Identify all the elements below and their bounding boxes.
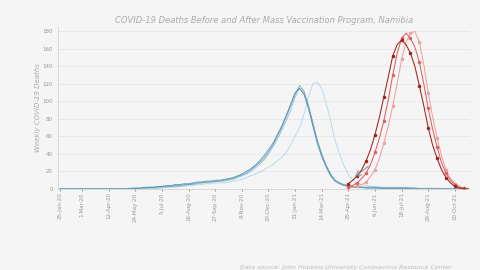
Title: COVID-19 Deaths Before and After Mass Vaccination Program, Namibia: COVID-19 Deaths Before and After Mass Va… [115, 16, 413, 25]
Y-axis label: Weekly COVID-19 Deaths: Weekly COVID-19 Deaths [35, 63, 41, 153]
Text: Data source: John Hopkins University Coronavirus Resource Center: Data source: John Hopkins University Cor… [240, 265, 451, 270]
